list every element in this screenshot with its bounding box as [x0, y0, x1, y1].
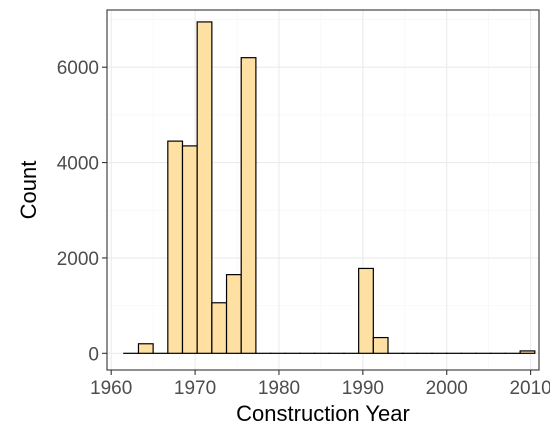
y-tick-label: 2000	[57, 249, 99, 270]
histogram-bar	[372, 336, 389, 354]
x-tick-label: 1960	[90, 378, 132, 399]
y-tick-label: 0	[88, 344, 99, 365]
plot-panel-border	[106, 9, 540, 371]
x-tick-label: 1980	[258, 378, 300, 399]
bars	[123, 21, 536, 354]
x-tick-label: 2010	[509, 378, 550, 399]
histogram-bar	[167, 140, 184, 354]
histogram-bar	[196, 21, 213, 354]
histogram-bar	[358, 267, 374, 354]
histogram-bar	[519, 350, 536, 354]
y-tick-label: 6000	[57, 58, 99, 79]
x-axis-title: Construction Year	[236, 401, 410, 426]
histogram-bar	[211, 302, 228, 354]
histogram-bar	[181, 145, 198, 354]
y-tick-label: 4000	[57, 154, 99, 175]
y-axis-title: Count	[16, 161, 41, 220]
x-tick-label: 1990	[342, 378, 384, 399]
histogram-bar	[225, 274, 242, 354]
histogram-bar	[240, 57, 257, 354]
x-tick-label: 1970	[174, 378, 216, 399]
histogram-bar	[137, 343, 154, 354]
x-tick-label: 2000	[426, 378, 468, 399]
axes: 1960 1970 1980 1990 2000 2010 0 2000 4000 6000	[57, 58, 550, 399]
